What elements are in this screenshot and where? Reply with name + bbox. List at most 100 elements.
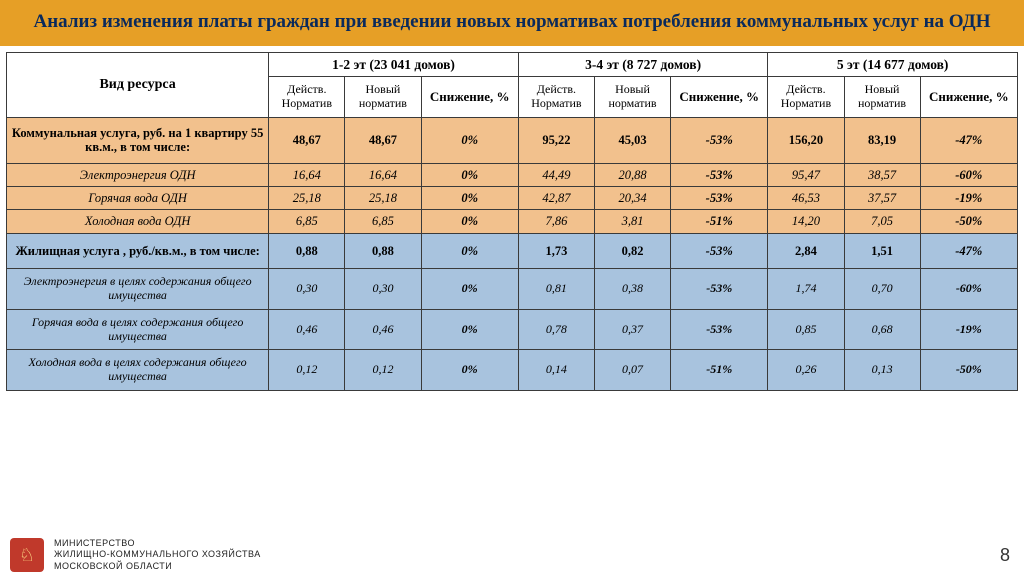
cell-reduction: -47% <box>920 117 1017 163</box>
title-band: Анализ изменения платы граждан при введе… <box>0 0 1024 46</box>
cell-new: 0,12 <box>345 350 421 391</box>
cell-current: 0,88 <box>269 233 345 268</box>
table-row: Холодная вода ОДН6,856,850%7,863,81-51%1… <box>7 210 1018 233</box>
col-group-3: 5 эт (14 677 домов) <box>768 52 1018 77</box>
row-label: Горячая вода ОДН <box>7 186 269 209</box>
cell-current: 95,22 <box>518 117 594 163</box>
cell-new: 25,18 <box>345 186 421 209</box>
page-title: Анализ изменения платы граждан при введе… <box>20 10 1004 34</box>
cell-new: 0,38 <box>594 269 670 310</box>
ministry-line-2: ЖИЛИЩНО-КОММУНАЛЬНОГО ХОЗЯЙСТВА <box>54 549 261 560</box>
cell-reduction: -19% <box>920 309 1017 350</box>
cell-new: 6,85 <box>345 210 421 233</box>
data-table: Вид ресурса 1-2 эт (23 041 домов) 3-4 эт… <box>6 52 1018 391</box>
cell-new: 45,03 <box>594 117 670 163</box>
cell-reduction: -53% <box>671 186 768 209</box>
table-row: Коммунальная услуга, руб. на 1 квартиру … <box>7 117 1018 163</box>
crest-icon: ♘ <box>10 538 44 572</box>
cell-new: 0,82 <box>594 233 670 268</box>
cell-current: 0,14 <box>518 350 594 391</box>
row-label: Электроэнергия в целях содержания общего… <box>7 269 269 310</box>
cell-new: 83,19 <box>844 117 920 163</box>
sub-current-3: Действ. Норматив <box>768 77 844 118</box>
table-row: Электроэнергия ОДН16,6416,640%44,4920,88… <box>7 163 1018 186</box>
cell-reduction: -53% <box>671 163 768 186</box>
cell-new: 7,05 <box>844 210 920 233</box>
cell-current: 6,85 <box>269 210 345 233</box>
cell-current: 0,78 <box>518 309 594 350</box>
cell-reduction: -53% <box>671 269 768 310</box>
cell-reduction: 0% <box>421 210 518 233</box>
cell-new: 0,37 <box>594 309 670 350</box>
cell-new: 3,81 <box>594 210 670 233</box>
cell-current: 42,87 <box>518 186 594 209</box>
cell-current: 0,81 <box>518 269 594 310</box>
cell-reduction: 0% <box>421 269 518 310</box>
cell-new: 20,34 <box>594 186 670 209</box>
cell-reduction: 0% <box>421 350 518 391</box>
col-group-2: 3-4 эт (8 727 домов) <box>518 52 768 77</box>
sub-new-2: Новый норматив <box>594 77 670 118</box>
cell-reduction: 0% <box>421 309 518 350</box>
footer: ♘ МИНИСТЕРСТВО ЖИЛИЩНО-КОММУНАЛЬНОГО ХОЗ… <box>0 534 1024 576</box>
sub-new-1: Новый норматив <box>345 77 421 118</box>
row-label: Электроэнергия ОДН <box>7 163 269 186</box>
cell-new: 0,30 <box>345 269 421 310</box>
cell-new: 0,68 <box>844 309 920 350</box>
cell-current: 25,18 <box>269 186 345 209</box>
col-group-1: 1-2 эт (23 041 домов) <box>269 52 519 77</box>
cell-new: 0,13 <box>844 350 920 391</box>
cell-reduction: -50% <box>920 350 1017 391</box>
sub-current-1: Действ. Норматив <box>269 77 345 118</box>
cell-new: 20,88 <box>594 163 670 186</box>
cell-current: 14,20 <box>768 210 844 233</box>
table-row: Жилищная услуга , руб./кв.м., в том числ… <box>7 233 1018 268</box>
sub-new-3: Новый норматив <box>844 77 920 118</box>
cell-reduction: -19% <box>920 186 1017 209</box>
cell-current: 46,53 <box>768 186 844 209</box>
table-body: Коммунальная услуга, руб. на 1 квартиру … <box>7 117 1018 390</box>
cell-new: 16,64 <box>345 163 421 186</box>
cell-reduction: -51% <box>671 210 768 233</box>
sub-reduction-3: Снижение, % <box>920 77 1017 118</box>
row-label: Жилищная услуга , руб./кв.м., в том числ… <box>7 233 269 268</box>
sub-reduction-1: Снижение, % <box>421 77 518 118</box>
cell-reduction: -50% <box>920 210 1017 233</box>
sub-current-2: Действ. Норматив <box>518 77 594 118</box>
cell-reduction: -47% <box>920 233 1017 268</box>
cell-current: 48,67 <box>269 117 345 163</box>
sub-reduction-2: Снижение, % <box>671 77 768 118</box>
cell-reduction: -53% <box>671 233 768 268</box>
ministry-line-1: МИНИСТЕРСТВО <box>54 538 261 549</box>
table-row: Горячая вода в целях содержания общего и… <box>7 309 1018 350</box>
table-row: Холодная вода в целях содержания общего … <box>7 350 1018 391</box>
cell-current: 16,64 <box>269 163 345 186</box>
ministry-block: МИНИСТЕРСТВО ЖИЛИЩНО-КОММУНАЛЬНОГО ХОЗЯЙ… <box>54 538 261 572</box>
cell-current: 0,12 <box>269 350 345 391</box>
cell-reduction: 0% <box>421 186 518 209</box>
cell-reduction: 0% <box>421 233 518 268</box>
cell-current: 44,49 <box>518 163 594 186</box>
cell-current: 0,85 <box>768 309 844 350</box>
cell-current: 156,20 <box>768 117 844 163</box>
cell-new: 0,70 <box>844 269 920 310</box>
col-resource: Вид ресурса <box>7 52 269 117</box>
cell-reduction: -51% <box>671 350 768 391</box>
cell-new: 0,07 <box>594 350 670 391</box>
row-label: Холодная вода ОДН <box>7 210 269 233</box>
table-wrap: Вид ресурса 1-2 эт (23 041 домов) 3-4 эт… <box>0 46 1024 391</box>
cell-current: 2,84 <box>768 233 844 268</box>
cell-new: 48,67 <box>345 117 421 163</box>
table-row: Электроэнергия в целях содержания общего… <box>7 269 1018 310</box>
cell-reduction: -60% <box>920 269 1017 310</box>
row-label: Горячая вода в целях содержания общего и… <box>7 309 269 350</box>
cell-new: 0,46 <box>345 309 421 350</box>
cell-reduction: 0% <box>421 163 518 186</box>
row-label: Коммунальная услуга, руб. на 1 квартиру … <box>7 117 269 163</box>
cell-current: 7,86 <box>518 210 594 233</box>
cell-current: 0,46 <box>269 309 345 350</box>
page-number: 8 <box>1000 545 1010 566</box>
cell-reduction: -53% <box>671 117 768 163</box>
cell-current: 1,74 <box>768 269 844 310</box>
cell-reduction: 0% <box>421 117 518 163</box>
